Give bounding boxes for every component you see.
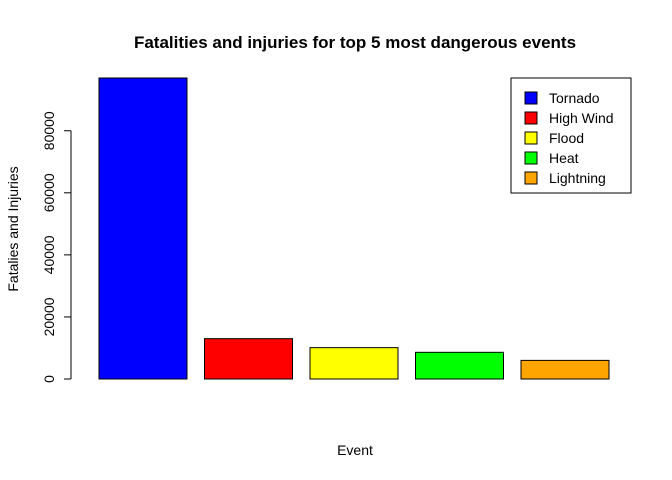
y-tick-label: 40000 [41, 235, 57, 274]
legend-swatch [524, 111, 538, 125]
legend-label: Tornado [549, 90, 600, 106]
legend-label: Flood [549, 130, 584, 146]
y-tick-label: 20000 [41, 297, 57, 336]
legend-label: Heat [549, 150, 579, 166]
y-axis: 0 20000 40000 60000 80000 [41, 111, 72, 383]
y-tick-label: 0 [41, 375, 57, 383]
bar-tornado [98, 77, 188, 380]
legend-swatch [524, 151, 538, 165]
legend-label: Lightning [549, 170, 606, 186]
y-axis-label: Fatalies and Injuries [5, 166, 21, 291]
x-axis-label: Event [337, 442, 373, 458]
y-tick-label: 80000 [41, 111, 57, 150]
bar-high-wind [204, 338, 293, 380]
chart-title: Fatalities and injuries for top 5 most d… [134, 33, 576, 52]
y-tick-label: 60000 [41, 173, 57, 212]
legend-label: High Wind [549, 110, 614, 126]
bar-lightning [520, 359, 610, 380]
bar-heat [415, 351, 504, 380]
bars [98, 77, 610, 380]
bar-flood [309, 347, 399, 380]
legend-swatch [524, 91, 538, 105]
legend-swatch [524, 131, 538, 145]
legend: Tornado High Wind Flood Heat Lightning [510, 77, 632, 194]
legend-swatch [524, 171, 538, 185]
